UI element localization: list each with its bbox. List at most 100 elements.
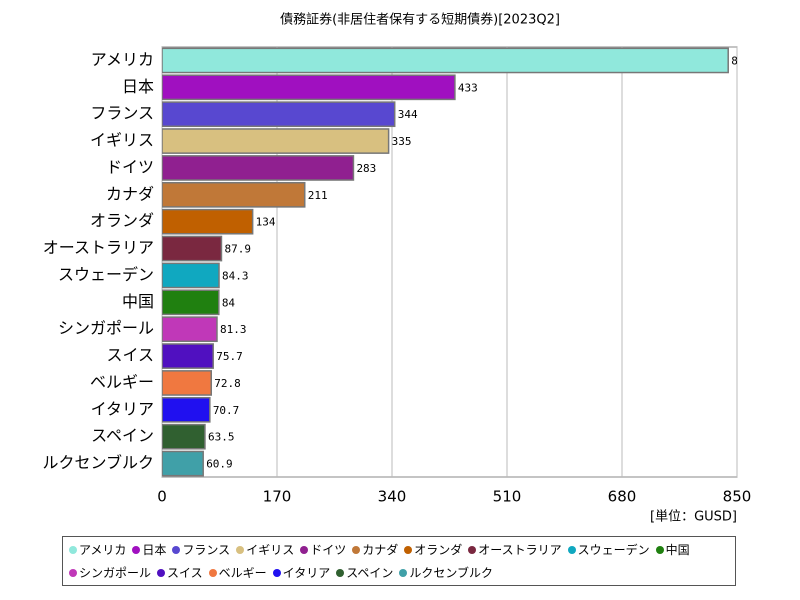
legend-swatch bbox=[404, 545, 413, 554]
legend-label: ドイツ bbox=[310, 543, 347, 557]
legend-swatch bbox=[172, 545, 181, 554]
data-label: 433 bbox=[458, 81, 478, 94]
x-tick-label: 680 bbox=[608, 488, 637, 506]
legend-item: スウェーデン bbox=[567, 541, 650, 558]
bar bbox=[162, 289, 220, 316]
data-label: 84 bbox=[222, 296, 236, 309]
legend-swatch bbox=[655, 545, 664, 554]
legend-label: スイス bbox=[167, 566, 203, 580]
legend-item: 中国 bbox=[655, 541, 690, 558]
bar bbox=[162, 128, 390, 154]
legend-item: カナダ bbox=[352, 541, 398, 558]
legend-label: スペイン bbox=[346, 566, 394, 580]
legend: アメリカ 日本 フランス イギリス ドイツ カナダ オランダ オーストラリア スウェーデン 中国シ… bbox=[62, 536, 736, 586]
unit-label: [単位：GUSD] bbox=[650, 509, 737, 525]
bar bbox=[162, 235, 223, 262]
legend-swatch bbox=[567, 545, 576, 554]
legend-item: ベルギー bbox=[208, 564, 267, 581]
legend-swatch bbox=[336, 568, 345, 577]
y-tick-label: スウェーデン bbox=[58, 265, 154, 284]
y-tick-label: ドイツ bbox=[106, 157, 154, 176]
data-label: 70.7 bbox=[213, 404, 240, 417]
y-tick-label: カナダ bbox=[106, 184, 154, 203]
legend-item: オランダ bbox=[404, 541, 462, 558]
bar bbox=[162, 450, 204, 477]
legend-item: シンガポール bbox=[69, 564, 151, 581]
legend-label: 日本 bbox=[142, 543, 167, 557]
chart-title: 債務証券(非居住者保有する短期債券)[2023Q2] bbox=[280, 12, 560, 28]
legend-label: カナダ bbox=[362, 543, 399, 557]
legend-swatch bbox=[69, 568, 77, 577]
legend-label: イギリス bbox=[246, 543, 295, 557]
x-tick-label: 850 bbox=[723, 488, 752, 506]
legend-label: スウェーデン bbox=[577, 543, 650, 557]
legend-swatch bbox=[236, 545, 245, 554]
y-tick-label: オーストラリア bbox=[43, 238, 154, 257]
legend-swatch bbox=[300, 545, 309, 554]
legend-item: スペイン bbox=[336, 564, 393, 581]
bar bbox=[162, 262, 220, 289]
legend-label: アメリカ bbox=[79, 543, 127, 557]
data-label: 87.9 bbox=[224, 243, 251, 256]
legend-item: スイス bbox=[157, 564, 203, 581]
legend-item: ルクセンブルク bbox=[399, 564, 493, 581]
legend-item: イギリス bbox=[236, 541, 294, 558]
bar bbox=[162, 396, 211, 423]
data-label: 134 bbox=[256, 216, 276, 229]
legend-item: オーストラリア bbox=[468, 541, 562, 558]
x-tick-label: 170 bbox=[263, 488, 292, 506]
data-label: 84.3 bbox=[222, 269, 249, 282]
x-tick-label: 0 bbox=[157, 488, 167, 506]
legend-label: シンガポール bbox=[79, 566, 152, 580]
legend-label: オーストラリア bbox=[478, 543, 562, 557]
legend-swatch bbox=[352, 545, 361, 554]
bar bbox=[162, 208, 254, 235]
legend-label: 中国 bbox=[665, 543, 690, 557]
bar bbox=[162, 370, 212, 396]
x-tick-label: 510 bbox=[493, 488, 522, 506]
data-label: 75.7 bbox=[216, 350, 243, 363]
y-tick-label: スイス bbox=[106, 346, 154, 365]
bar bbox=[162, 423, 206, 450]
legend-item: アメリカ bbox=[69, 541, 126, 558]
legend-label: ベルギー bbox=[218, 566, 267, 580]
legend-swatch bbox=[157, 568, 166, 577]
legend-swatch bbox=[468, 545, 477, 554]
y-tick-label: アメリカ bbox=[91, 50, 154, 69]
y-tick-label: シンガポール bbox=[58, 319, 154, 338]
legend-label: オランダ bbox=[414, 543, 463, 557]
data-label: 60.9 bbox=[206, 458, 233, 471]
bar bbox=[162, 101, 396, 128]
y-tick-label: ベルギー bbox=[90, 372, 154, 391]
legend-item: イタリア bbox=[272, 564, 331, 581]
bar bbox=[162, 316, 218, 343]
data-label: 283 bbox=[356, 162, 376, 175]
legend-swatch bbox=[69, 545, 77, 554]
chart: 債務証券(非居住者保有する短期債券)[2023Q2] [単位：GUSD] 0 17… bbox=[42, 12, 752, 525]
legend-swatch bbox=[132, 545, 141, 554]
data-label: 211 bbox=[308, 189, 328, 202]
y-tick-label: ルクセンブルク bbox=[42, 453, 154, 472]
bar bbox=[162, 155, 355, 181]
bar bbox=[162, 74, 456, 101]
y-tick-label: イタリア bbox=[91, 399, 154, 418]
data-label: 72.8 bbox=[214, 377, 241, 390]
bar bbox=[162, 181, 306, 208]
data-label: 81.3 bbox=[220, 323, 247, 336]
x-tick-label: 340 bbox=[378, 488, 407, 506]
y-tick-label: スペイン bbox=[91, 426, 154, 445]
legend-swatch bbox=[399, 568, 408, 577]
y-tick-label: 中国 bbox=[122, 292, 154, 311]
legend-item: ドイツ bbox=[300, 541, 346, 558]
data-label: 63.5 bbox=[208, 431, 235, 444]
y-tick-label: 日本 bbox=[122, 77, 154, 96]
legend-label: イタリア bbox=[282, 566, 331, 580]
y-tick-label: フランス bbox=[90, 104, 154, 123]
legend-swatch bbox=[208, 568, 217, 577]
legend-label: フランス bbox=[182, 543, 231, 557]
legend-item: フランス bbox=[172, 541, 230, 558]
data-label: 344 bbox=[398, 108, 418, 121]
bars: 837 433 344 335 283 211 134 87.9 84.3 84 81.3 75.7 7… bbox=[162, 47, 737, 477]
y-tick-label: イギリス bbox=[90, 131, 154, 150]
